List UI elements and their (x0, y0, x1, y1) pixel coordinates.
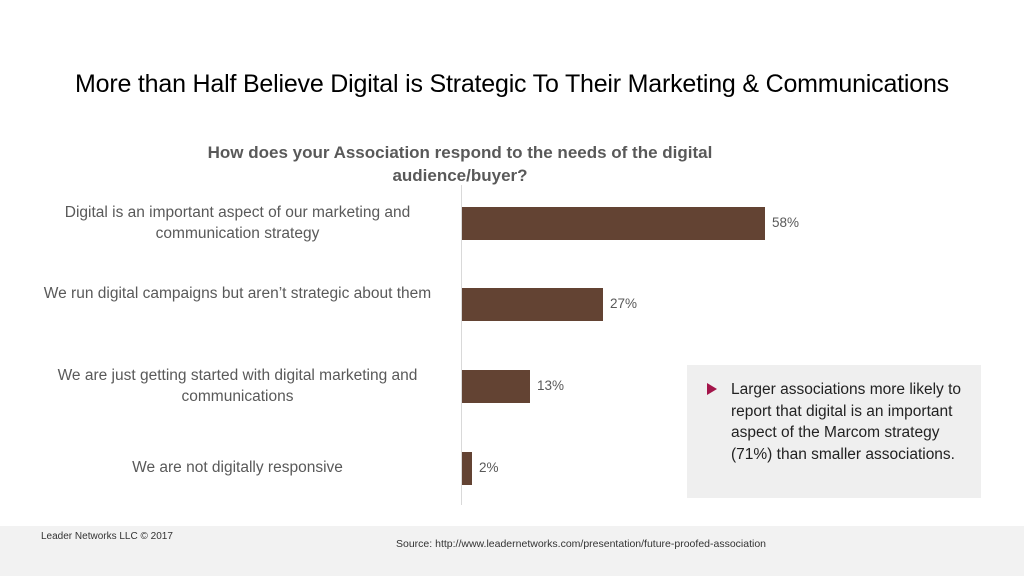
bar (462, 370, 530, 403)
source-text: Source: http://www.leadernetworks.com/pr… (396, 538, 767, 550)
callout-text: Larger associations more likely to repor… (731, 381, 962, 463)
callout-box: Larger associations more likely to repor… (687, 365, 981, 498)
category-axis-line (461, 185, 462, 505)
copyright-text: Leader Networks LLC © 2017 (41, 531, 173, 542)
data-label: 27% (610, 296, 638, 311)
bar (462, 288, 603, 321)
category-label: Digital is an important aspect of our ma… (64, 204, 411, 242)
chart-title: How does your Association respond to the… (207, 143, 713, 185)
bar (462, 452, 472, 485)
data-label: 13% (537, 378, 565, 393)
category-label: We are just getting started with digital… (57, 367, 418, 405)
data-label: 2% (479, 460, 499, 475)
slide-title: More than Half Believe Digital is Strate… (75, 70, 949, 98)
footer-band (0, 526, 1024, 576)
triangle-right-icon (707, 383, 717, 395)
category-label: We run digital campaigns but aren’t stra… (43, 285, 432, 302)
category-label: We are not digitally responsive (132, 459, 343, 476)
data-label: 58% (772, 215, 800, 230)
bar (462, 207, 765, 240)
